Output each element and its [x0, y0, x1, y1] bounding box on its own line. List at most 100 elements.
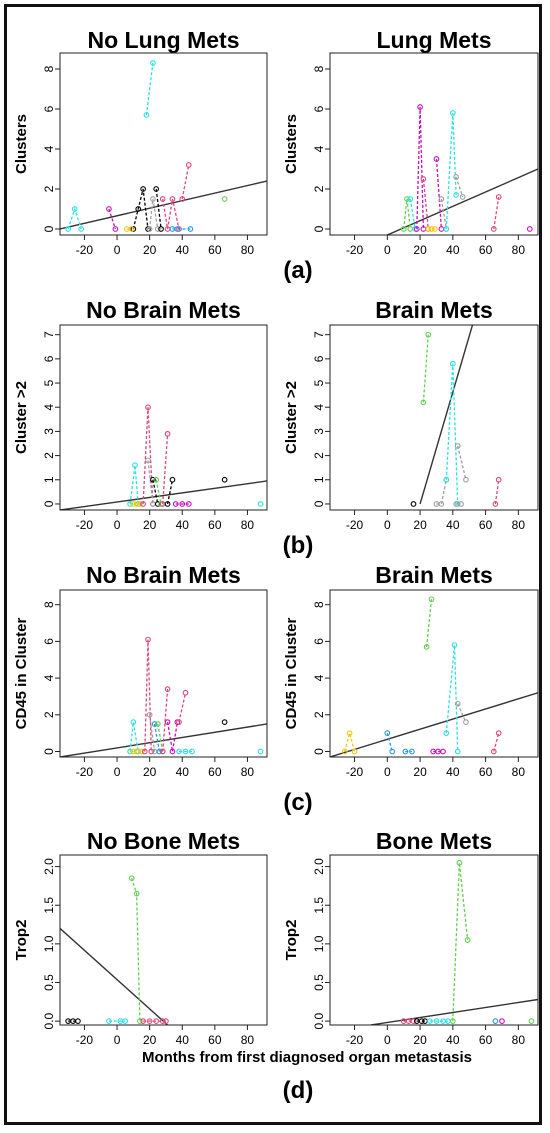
data-point: [151, 721, 158, 727]
chart-panel: No Bone Mets Trop2 -20 0 20 40 60 80 0.0 0.5 1.0 1.…: [13, 828, 268, 1047]
series-line: [131, 878, 141, 1022]
series-line: [409, 198, 416, 230]
panel-label: (a): [283, 257, 312, 284]
y-tick-label: 8: [42, 601, 56, 608]
x-tick-label: 80: [241, 1033, 255, 1047]
data-point: [221, 196, 228, 202]
series-line: [148, 714, 156, 752]
y-tick-label: 2: [42, 711, 56, 718]
data-point: [459, 194, 466, 200]
x-tick-label: 0: [114, 243, 121, 257]
series-line: [144, 639, 152, 752]
data-point: [189, 748, 195, 755]
series-line: [153, 723, 161, 752]
x-tick-label: -20: [76, 243, 94, 257]
y-tick-label: 5: [312, 379, 326, 386]
data-point: [169, 196, 176, 202]
series-line: [440, 198, 447, 230]
data-point: [154, 226, 161, 232]
data-point: [135, 206, 142, 212]
data-point: [169, 748, 176, 755]
x-tick-label: 80: [512, 1033, 526, 1047]
y-tick-label: 3: [312, 428, 326, 435]
y-tick-label: 0: [312, 225, 326, 232]
x-tick-label: 60: [208, 243, 222, 257]
data-point: [431, 226, 438, 232]
data-point: [71, 206, 78, 212]
data-point: [341, 748, 348, 755]
data-point: [159, 196, 166, 202]
chart-panel: No Lung Mets Clusters -20 0 20 40 60 80 0 2 4 6 8: [13, 27, 268, 257]
data-point: [428, 596, 435, 603]
data-point: [404, 196, 410, 202]
data-point: [221, 719, 228, 725]
series-line: [166, 721, 179, 752]
data-point: [187, 226, 194, 232]
data-point: [146, 711, 153, 718]
x-tick-label: 20: [143, 765, 157, 779]
data-point: [495, 730, 502, 736]
x-tick-label: 40: [446, 243, 460, 257]
x-tick-label: 60: [208, 1033, 222, 1047]
y-axis-label: Trop2: [13, 920, 30, 961]
series-line: [157, 723, 164, 752]
data-point: [137, 501, 143, 507]
series-line: [416, 106, 425, 230]
y-tick-label: 2: [312, 452, 326, 459]
data-point: [164, 430, 171, 437]
data-point: [145, 636, 151, 643]
data-point: [449, 1018, 456, 1024]
data-point: [454, 700, 461, 707]
y-tick-label: 0: [42, 748, 56, 755]
x-tick-label: 40: [176, 765, 190, 779]
data-point: [443, 226, 450, 232]
plot-area: [59, 589, 268, 758]
regression-line: [370, 998, 538, 1025]
series-line: [445, 112, 457, 230]
x-tick-label: 20: [143, 518, 157, 532]
regression-line: [60, 480, 267, 510]
x-tick-label: 20: [143, 1033, 157, 1047]
y-axis-label: Cluster >2: [283, 381, 300, 454]
data-point: [463, 476, 469, 483]
data-point: [433, 156, 440, 162]
data-point: [449, 110, 456, 116]
data-point: [449, 360, 456, 367]
data-point: [389, 748, 396, 755]
data-point: [164, 686, 171, 692]
data-point: [130, 748, 137, 755]
plot-area: [59, 52, 268, 236]
data-point: [137, 1018, 143, 1024]
data-point: [159, 748, 166, 755]
figure-frame: No Lung Mets Clusters -20 0 20 40 60 80 0 2 4 6 8 Lun…: [4, 4, 542, 1125]
y-tick-label: 2: [42, 185, 56, 192]
plot-area: [59, 324, 268, 511]
data-point: [145, 404, 151, 411]
series-line: [435, 158, 443, 230]
data-point: [65, 226, 71, 232]
data-point: [75, 1018, 81, 1024]
y-tick-label: 6: [42, 105, 56, 112]
y-tick-label: 1.0: [312, 935, 326, 952]
y-tick-label: 0: [42, 500, 56, 507]
data-point: [140, 186, 146, 192]
series-line: [457, 445, 467, 480]
data-point: [410, 501, 417, 507]
x-tick-label: 40: [176, 518, 190, 532]
y-tick-label: 2.0: [42, 858, 56, 875]
x-tick-label: -20: [346, 1033, 364, 1047]
data-point: [492, 1018, 499, 1024]
x-tick-label: -20: [346, 518, 364, 532]
data-point: [221, 476, 228, 483]
x-tick-label: 40: [176, 1033, 190, 1047]
panel-label: (c): [283, 789, 312, 816]
y-tick-label: 2.0: [312, 858, 326, 875]
data-point: [453, 192, 459, 198]
x-tick-label: 40: [176, 243, 190, 257]
series-line: [142, 407, 154, 505]
data-point: [257, 748, 264, 755]
y-tick-label: 4: [42, 404, 56, 411]
regression-line: [387, 168, 538, 235]
series-line: [148, 198, 159, 230]
